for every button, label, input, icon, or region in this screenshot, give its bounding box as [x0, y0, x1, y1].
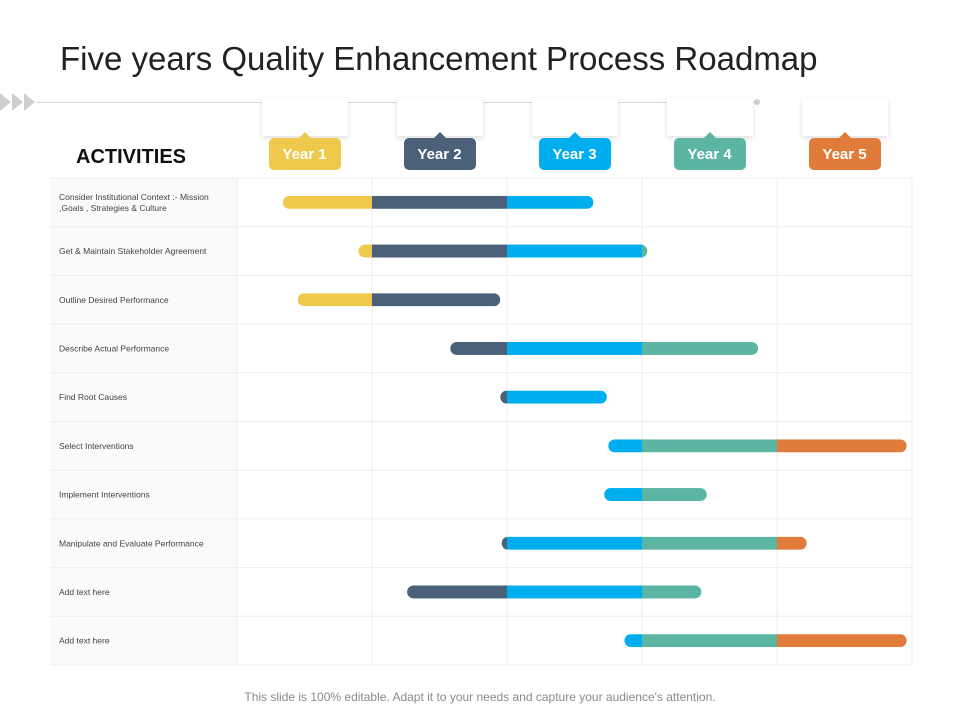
bar-segment — [624, 634, 642, 648]
task-bar — [282, 195, 594, 209]
bar-segment — [372, 195, 507, 209]
bar-segment — [642, 536, 777, 550]
bar-segment — [507, 585, 642, 599]
bar-segment — [642, 341, 759, 355]
activities-heading: ACTIVITIES — [76, 146, 187, 168]
bar-segment — [777, 634, 907, 648]
task-label: Outline Desired Performance — [59, 295, 169, 305]
year-badge: Year 1 — [268, 132, 341, 170]
bar-segment — [407, 585, 507, 599]
bar-segment — [507, 536, 642, 550]
task-label: Get & Maintain Stakeholder Agreement — [59, 246, 207, 256]
bar-segment — [501, 536, 507, 550]
bar-segment — [642, 488, 707, 502]
bar-segment — [372, 244, 507, 258]
task-bar — [297, 293, 501, 307]
task-bar — [624, 634, 907, 648]
year-card — [801, 98, 888, 136]
task-label: Select Interventions — [59, 441, 134, 451]
bar-segment — [372, 293, 501, 307]
bar-segment — [777, 439, 907, 453]
task-label: Describe Actual Performance — [59, 343, 169, 353]
bar-segment — [507, 390, 607, 404]
roadmap-gantt-chart: Consider Institutional Context :- Missio… — [50, 177, 913, 666]
bar-segment — [642, 634, 777, 648]
bar-segment — [297, 293, 372, 307]
year-badge: Year 4 — [673, 132, 746, 170]
task-label: Find Root Causes — [59, 392, 127, 402]
task-label: Add text here — [59, 587, 110, 597]
task-bar — [500, 390, 607, 404]
bar-segment — [642, 585, 702, 599]
bar-segment — [507, 244, 642, 258]
task-bar — [358, 244, 648, 258]
bar-segment — [450, 341, 507, 355]
bar-segment — [507, 341, 642, 355]
year-badge: Year 2 — [403, 132, 476, 170]
year-card — [396, 98, 483, 136]
bar-segment — [507, 195, 594, 209]
task-bar — [608, 439, 907, 453]
task-bar — [407, 585, 702, 599]
year-card — [531, 98, 618, 136]
year-card — [666, 98, 753, 136]
page-title: Five years Quality Enhancement Process R… — [60, 40, 818, 77]
bar-segment — [500, 390, 507, 404]
task-label: Manipulate and Evaluate Performance — [59, 538, 204, 548]
footer-note: This slide is 100% editable. Adapt it to… — [244, 690, 716, 704]
year-badge: Year 5 — [808, 132, 881, 170]
timeline-end-dot — [754, 99, 760, 105]
year-card — [261, 98, 348, 136]
year-badge: Year 3 — [538, 132, 611, 170]
task-label: Consider Institutional Context :- Missio… — [59, 192, 209, 213]
task-label: Add text here — [59, 636, 110, 646]
task-bar — [450, 341, 759, 355]
task-bar — [501, 536, 807, 550]
bar-segment — [282, 195, 372, 209]
bar-segment — [642, 244, 648, 258]
bar-segment — [608, 439, 642, 453]
bar-segment — [642, 439, 777, 453]
bar-segment — [604, 488, 642, 502]
task-bar — [604, 488, 707, 502]
bar-segment — [358, 244, 372, 258]
bar-segment — [777, 536, 807, 550]
task-label: Implement Interventions — [59, 490, 150, 500]
